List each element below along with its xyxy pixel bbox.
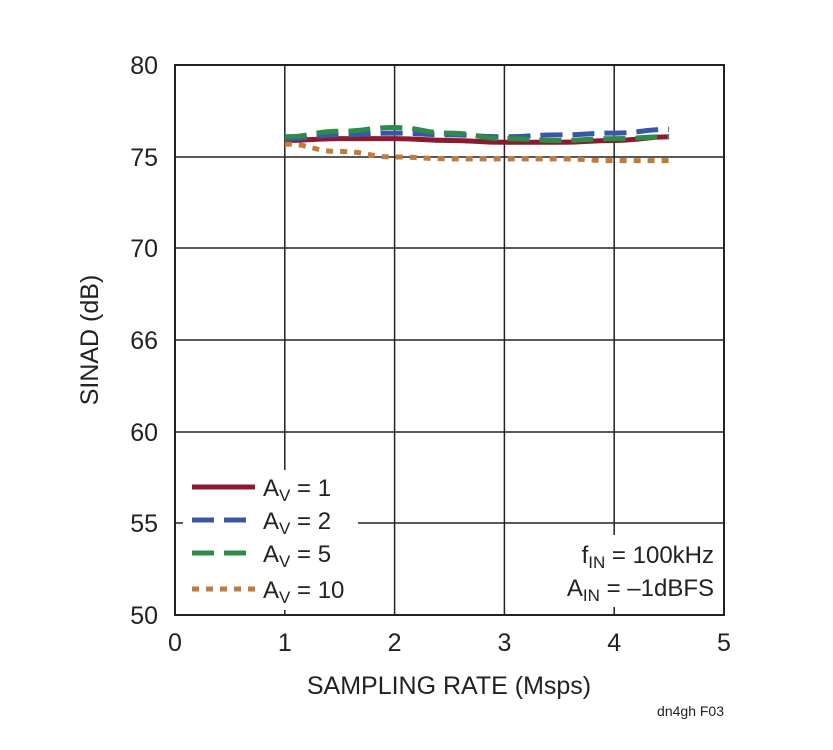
legend: AV = 1AV = 2AV = 5 AV = 10: [183, 470, 358, 610]
y-tick-label: 80: [130, 52, 158, 80]
x-tick-label: 5: [717, 629, 731, 657]
legend-label: AV = 10: [263, 577, 344, 607]
y-tick-label: 70: [130, 235, 158, 263]
legend-label: AV = 5: [263, 541, 331, 571]
x-axis-label: SAMPLING RATE (Msps): [307, 672, 591, 700]
legend-label: AV = 1: [263, 475, 331, 505]
x-tick-labels: 0 1 2 3 4 5: [168, 629, 731, 657]
series-lines: [284, 125, 670, 164]
y-axis-label: SINAD (dB): [76, 275, 104, 406]
y-tick-label: 75: [130, 144, 158, 172]
x-tick-label: 1: [278, 629, 292, 657]
y-tick-labels: 50 55 60 66 70 75 80: [130, 52, 158, 630]
y-tick-label: 55: [130, 510, 158, 538]
annotation-background: [540, 535, 720, 607]
y-tick-label: 66: [130, 327, 158, 355]
series-line: [284, 125, 670, 143]
x-tick-label: 0: [168, 629, 182, 657]
annotation-line: fIN = 100kHz: [582, 542, 714, 572]
legend-label: AV = 2: [263, 508, 331, 538]
annotation-line: AIN = –1dBFS: [567, 575, 714, 605]
y-tick-label: 50: [130, 602, 158, 630]
series-line: [284, 141, 670, 164]
x-tick-label: 4: [607, 629, 621, 657]
y-tick-label: 60: [130, 419, 158, 447]
x-tick-label: 3: [497, 629, 511, 657]
figure-id: dn4gh F03: [657, 703, 724, 719]
plot-frame: [174, 64, 725, 616]
x-tick-label: 2: [388, 629, 402, 657]
